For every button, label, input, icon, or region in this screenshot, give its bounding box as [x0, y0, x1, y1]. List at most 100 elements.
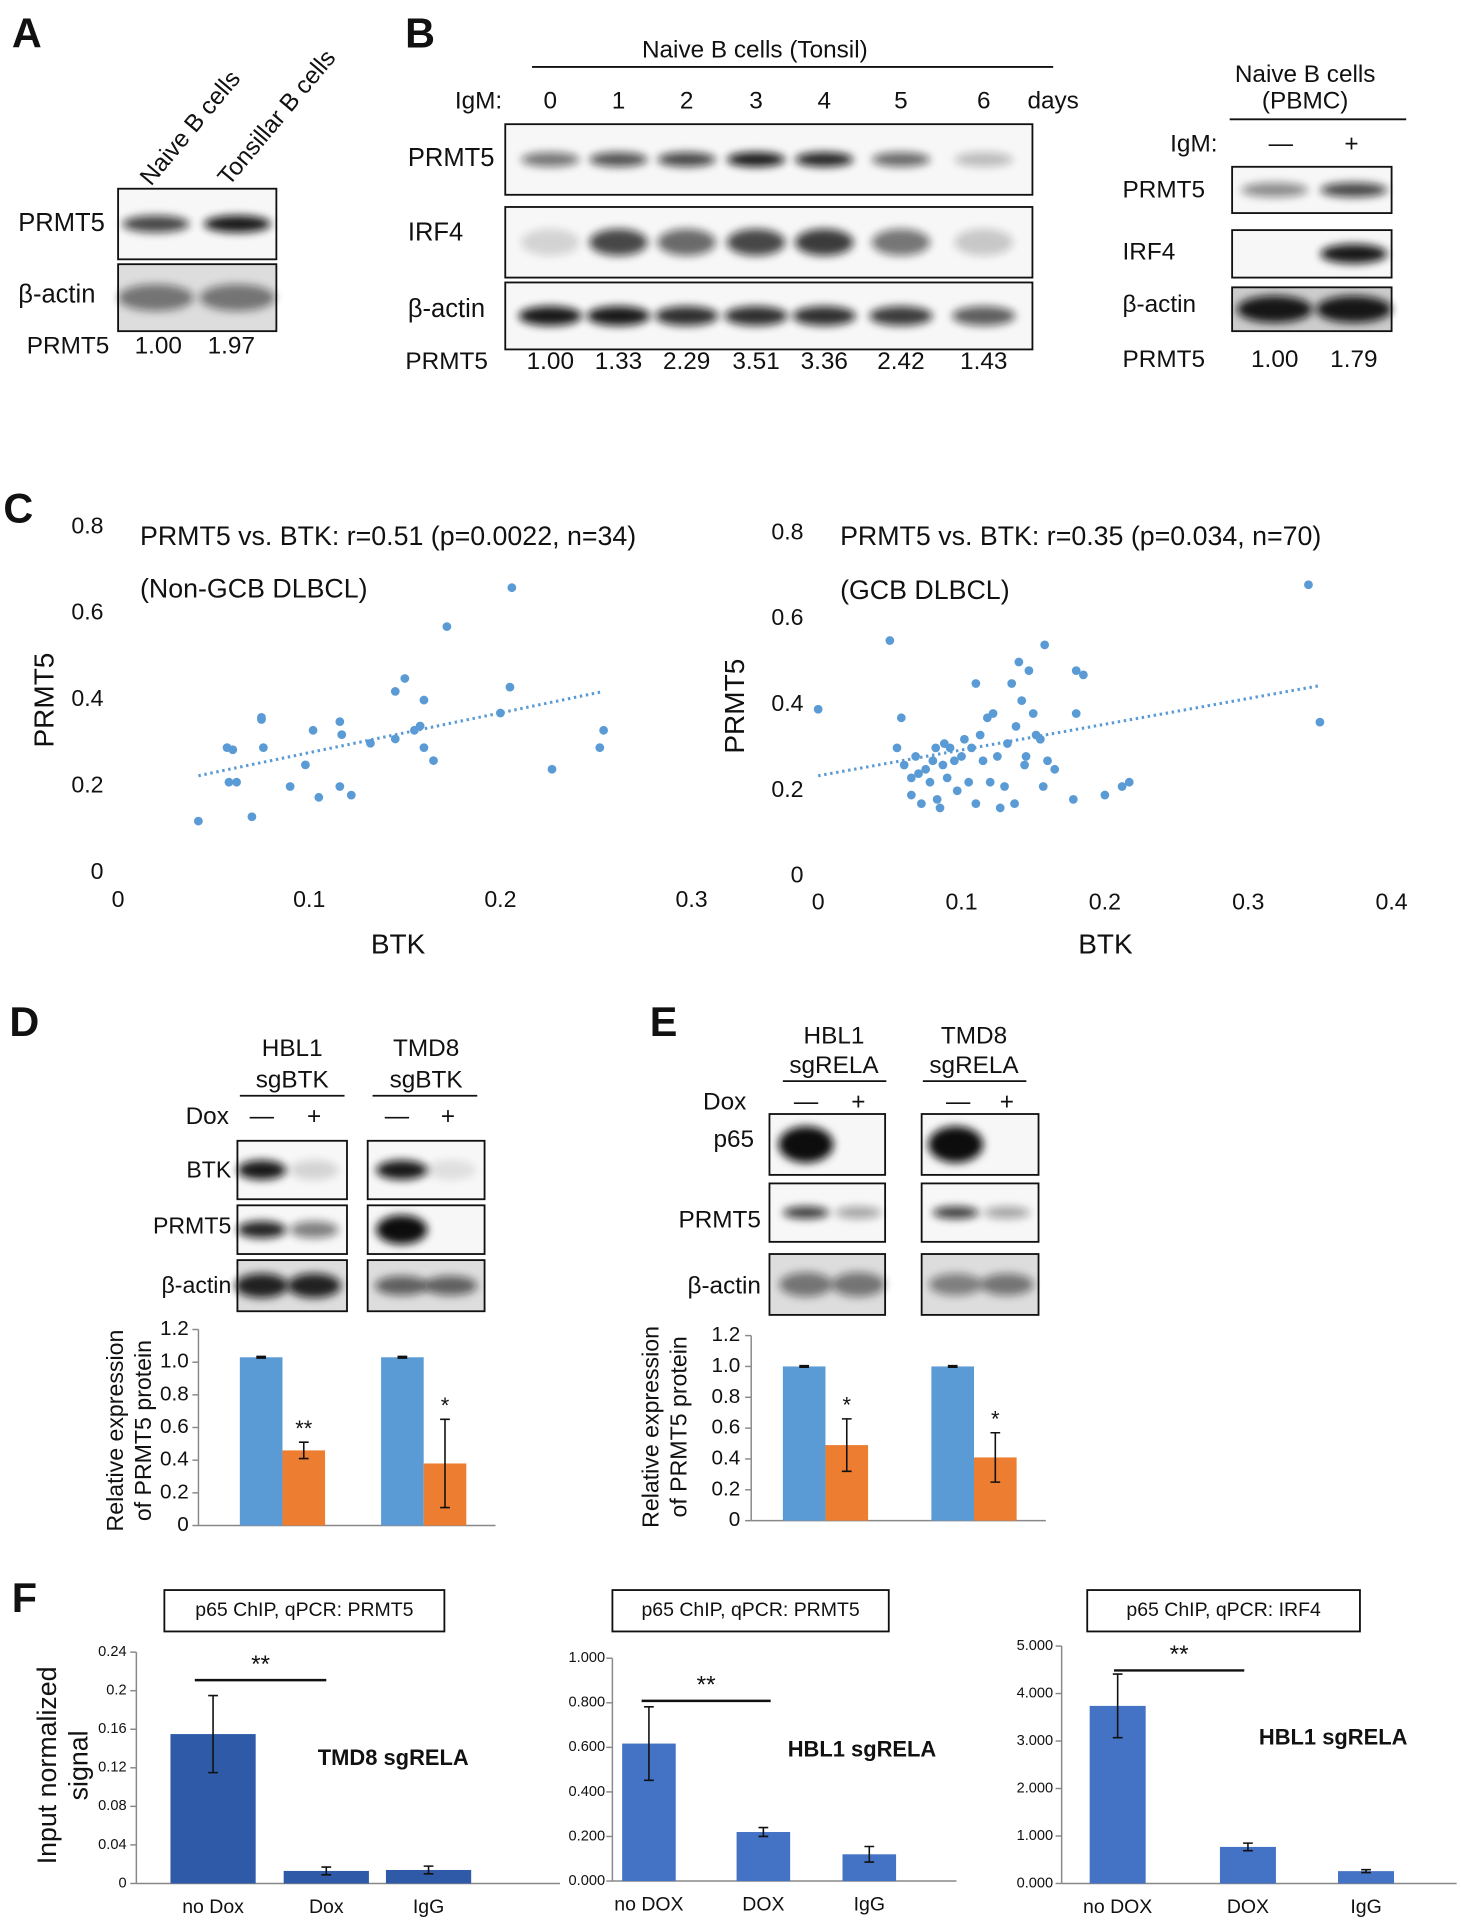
blot: [1231, 229, 1393, 279]
label: 1.00: [135, 332, 182, 359]
x-tick-label: 0.4: [1376, 888, 1408, 914]
point: [390, 734, 400, 744]
point: [314, 792, 324, 802]
y-tick-label: 1.0: [711, 1354, 740, 1377]
point: [813, 704, 823, 714]
box: [163, 1589, 446, 1633]
blot-band: [952, 306, 1016, 326]
error-bar: [256, 1355, 267, 1359]
error-bar: [1361, 1868, 1371, 1874]
y-tick-label: 0.04: [98, 1837, 126, 1853]
point: [335, 782, 345, 791]
error-bar: [947, 1364, 958, 1369]
blot-band: [118, 284, 194, 312]
label: IgM:: [455, 88, 502, 115]
point: [496, 708, 505, 718]
blot-band: [928, 1273, 983, 1296]
blot-band: [589, 152, 648, 167]
y-tick-label: 0: [729, 1508, 741, 1531]
blot-band: [521, 152, 580, 167]
point: [945, 743, 955, 753]
y-tick-label: 0.8: [160, 1382, 189, 1405]
label: TMD8: [393, 1035, 459, 1062]
label: PRMT5: [678, 1207, 760, 1234]
point: [957, 752, 966, 761]
y-tick-label: 0.12: [98, 1760, 126, 1776]
blot-band: [779, 1272, 833, 1297]
label: 0: [544, 88, 558, 115]
point: [978, 756, 988, 766]
label: —: [250, 1103, 275, 1130]
x-tick-label: DOX: [742, 1894, 784, 1916]
y-tick-label: 0.800: [569, 1695, 606, 1711]
blot-band: [1320, 182, 1388, 198]
label: PRMT5: [1123, 177, 1205, 204]
y-axis-label: PRMT5: [719, 659, 750, 754]
significance: **: [251, 1651, 270, 1678]
point: [1000, 782, 1009, 791]
blot: [366, 1139, 486, 1201]
point: [971, 799, 981, 809]
point: [942, 773, 952, 783]
label: Tonsillar B cells: [213, 45, 341, 191]
label: β-actin: [408, 295, 485, 323]
x-tick-label: 0.3: [675, 886, 707, 912]
y-tick-label: 0.4: [160, 1448, 189, 1471]
error-bar: [1243, 1842, 1253, 1852]
y-tick-label: 4.000: [1017, 1685, 1054, 1701]
point: [1315, 717, 1325, 727]
x-tick-label: no Dox: [182, 1896, 244, 1918]
point: [1304, 580, 1313, 590]
x-tick-label: IgG: [1350, 1896, 1381, 1918]
blot-band: [954, 228, 1013, 256]
blot-band: [871, 152, 931, 167]
point: [971, 679, 981, 688]
blot: [504, 281, 1034, 351]
point: [285, 782, 295, 791]
blot: [768, 1113, 887, 1176]
trendline: [817, 684, 1321, 778]
blot-band: [589, 228, 648, 256]
blot-band: [871, 228, 931, 256]
bar: [239, 1357, 283, 1526]
significance: **: [697, 1672, 716, 1699]
label: 2: [680, 88, 694, 115]
blot-band: [518, 306, 582, 326]
panel-label: F: [12, 1575, 37, 1621]
label: —: [946, 1088, 971, 1115]
y-tick-label: 3.000: [1017, 1733, 1054, 1749]
y-tick-label: 1.000: [569, 1650, 606, 1666]
blot: [1231, 286, 1393, 333]
blot-band: [199, 284, 276, 312]
annotation: HBL1 sgRELA: [788, 1737, 937, 1762]
point: [335, 717, 345, 727]
point: [995, 803, 1005, 813]
label: 1.00: [1251, 346, 1298, 373]
point: [366, 738, 375, 748]
significance: *: [991, 1406, 1000, 1431]
point: [1071, 709, 1081, 718]
blot: [504, 206, 1034, 279]
label: 6: [977, 88, 991, 115]
label: β-actin: [687, 1272, 760, 1299]
point: [419, 695, 429, 705]
label: BTK: [186, 1156, 232, 1182]
point: [1043, 756, 1052, 766]
label: —: [794, 1088, 819, 1115]
label: β-actin: [18, 281, 95, 309]
blot-band: [1241, 182, 1309, 198]
blot: [117, 187, 278, 261]
significance: **: [1170, 1641, 1189, 1668]
point: [1021, 752, 1031, 761]
point: [985, 777, 995, 787]
blot: [768, 1182, 887, 1243]
point: [1078, 670, 1088, 680]
blot-band: [724, 306, 788, 326]
y-axis-label: Relative expression: [638, 1326, 664, 1528]
panel-label: B: [405, 10, 435, 56]
x-tick-label: 0: [112, 886, 125, 912]
point: [967, 743, 976, 753]
blot: [366, 1204, 486, 1255]
blot-band: [376, 1215, 428, 1245]
